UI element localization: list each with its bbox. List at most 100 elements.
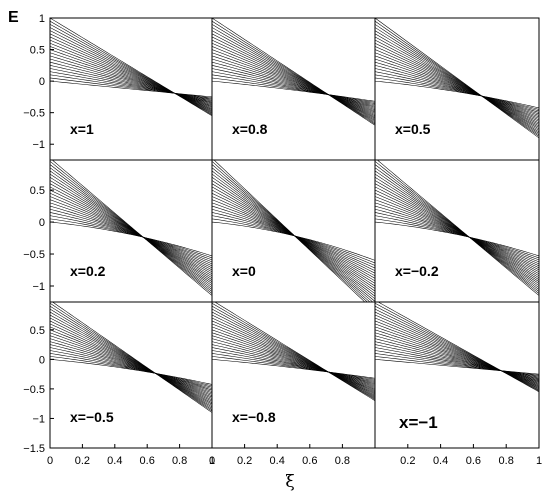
series-line	[50, 177, 212, 284]
series-line	[375, 189, 539, 277]
panel-label: x=0.8	[232, 121, 268, 137]
series-line	[50, 173, 212, 286]
series-line	[50, 18, 212, 117]
series-line	[212, 170, 375, 302]
series-line	[212, 33, 375, 120]
series-line	[375, 332, 539, 383]
series-line	[50, 189, 212, 277]
y-tick-label: 0	[39, 354, 45, 366]
series-line	[212, 71, 375, 106]
x-tick-label: 0.6	[140, 455, 155, 467]
series-line	[212, 27, 375, 122]
series-line	[50, 353, 212, 388]
series-line	[375, 52, 539, 122]
panel: x=0.2 0.5 0 −0.5 −1	[23, 159, 213, 303]
series-line	[50, 338, 212, 395]
series-line	[50, 314, 212, 406]
series-line	[375, 311, 539, 389]
y-tick-label: 0.5	[30, 325, 45, 337]
series-line	[50, 350, 212, 389]
x-tick-label: 1	[209, 455, 215, 467]
x-axis-label: ξ	[285, 472, 294, 492]
series-line	[50, 30, 212, 113]
series-line	[212, 344, 375, 385]
curve-group	[50, 18, 212, 117]
series-line	[52, 302, 212, 413]
y-tick-label: 0.5	[30, 45, 45, 57]
series-line	[212, 18, 375, 126]
series-line	[50, 317, 212, 405]
series-line	[375, 212, 539, 263]
series-line	[212, 353, 375, 381]
curve-group	[50, 160, 212, 296]
series-line	[375, 42, 539, 127]
series-line	[50, 186, 212, 278]
panel: x=1 1 0.5 0 −0.5 −1	[23, 13, 213, 161]
series-line	[377, 302, 539, 393]
series-line	[50, 356, 212, 387]
y-tick-label: −1	[32, 413, 45, 425]
x-tick-label: 0.2	[400, 455, 415, 467]
series-line	[212, 30, 375, 121]
series-line	[212, 58, 375, 110]
series-line	[375, 320, 539, 386]
series-line	[50, 77, 212, 99]
series-line	[375, 335, 539, 382]
panel-label: x=−0.5	[70, 409, 114, 425]
series-line	[50, 212, 212, 263]
series-line	[375, 68, 539, 115]
series-line	[375, 180, 539, 282]
series-line	[212, 302, 375, 400]
series-line	[375, 80, 539, 109]
series-line	[50, 27, 212, 114]
panel-label: x=0.2	[70, 263, 106, 279]
series-line	[375, 167, 539, 290]
series-line	[50, 323, 212, 402]
y-tick-label: −1.5	[23, 443, 45, 455]
series-line	[375, 49, 539, 124]
series-line	[212, 338, 375, 387]
series-line	[212, 320, 375, 394]
series-line	[212, 77, 375, 103]
curve-group	[375, 302, 539, 393]
series-line	[212, 323, 375, 392]
series-line	[212, 24, 375, 124]
series-line	[51, 160, 212, 296]
series-line	[50, 193, 212, 275]
series-line	[50, 202, 212, 269]
series-line	[212, 52, 375, 113]
series-line	[50, 55, 212, 105]
series-line	[50, 74, 212, 100]
curve-group	[212, 160, 375, 302]
series-line	[50, 24, 212, 115]
series-line	[212, 49, 375, 114]
series-line	[375, 338, 539, 381]
series-line	[375, 193, 539, 275]
panel: x=0.5	[374, 17, 540, 161]
panel-label: x=0.5	[395, 121, 431, 137]
y-tick-label: −0.5	[23, 384, 45, 396]
series-line	[50, 167, 212, 290]
x-tick-label: 0.4	[107, 455, 122, 467]
series-line	[375, 164, 539, 292]
series-line	[50, 359, 212, 385]
series-line	[50, 311, 212, 408]
y-tick-label: 1	[39, 13, 45, 25]
series-line	[50, 320, 212, 403]
series-line	[375, 177, 539, 284]
series-line	[375, 208, 539, 265]
panel: x=−0.8 0 0.2 0.4 0.6 0.8	[209, 301, 376, 467]
series-line	[50, 215, 212, 261]
series-line	[375, 326, 539, 385]
series-line	[212, 350, 375, 382]
series-line	[212, 359, 375, 379]
panel-label: x=0	[232, 263, 256, 279]
series-line	[375, 61, 539, 118]
series-line	[50, 335, 212, 396]
series-line	[375, 55, 539, 121]
series-line	[212, 74, 375, 104]
series-line	[375, 58, 539, 119]
series-line	[212, 215, 375, 266]
